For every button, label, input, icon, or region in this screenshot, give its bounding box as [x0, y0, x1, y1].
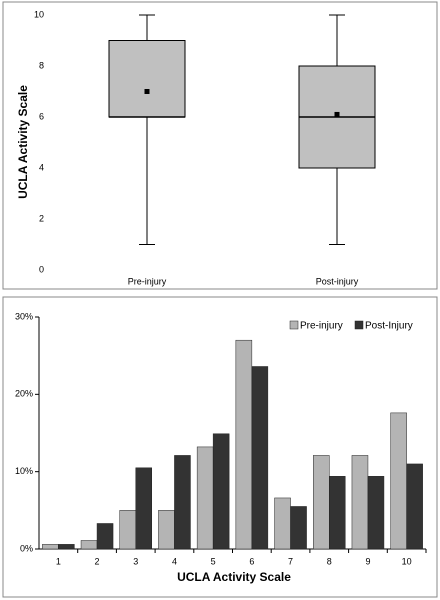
bar: [196, 446, 214, 550]
panel-border: [2, 1, 438, 290]
x-tick-label: 8: [327, 556, 332, 566]
bar: [351, 455, 369, 550]
x-tick-label: Pre-injury: [128, 276, 167, 286]
x-tick-label: 7: [288, 556, 293, 566]
x-tick-label: 5: [211, 556, 216, 566]
y-tick-label: 10%: [15, 466, 33, 476]
y-tick-label: 0: [39, 264, 44, 274]
y-tick-label: 4: [39, 162, 44, 172]
x-tick-label: 6: [249, 556, 254, 566]
bar: [80, 540, 98, 550]
bar: [135, 467, 152, 550]
bar: [174, 455, 191, 550]
x-tick-label: 10: [402, 556, 412, 566]
bar: [290, 506, 307, 550]
bar: [96, 523, 114, 550]
bar: [390, 412, 407, 550]
x-tick-label: 2: [95, 556, 100, 566]
y-tick-label: 10: [34, 9, 44, 19]
x-tick-label: 3: [133, 556, 138, 566]
x-tick-label: 1: [56, 556, 61, 566]
y-tick-label: 2: [39, 213, 44, 223]
legend-label: Pre-injury: [300, 321, 343, 332]
y-tick-label: 0%: [20, 543, 33, 553]
bar: [158, 510, 175, 550]
legend-swatch: [289, 320, 299, 330]
legend-swatch: [354, 320, 364, 330]
mean-marker: [144, 89, 150, 94]
bar: [406, 463, 423, 550]
legend-label: Post-Injury: [365, 321, 413, 332]
bar: [367, 476, 385, 550]
bar: [212, 433, 230, 550]
x-axis-title: UCLA Activity Scale: [177, 570, 291, 584]
x-tick-label: 9: [365, 556, 370, 566]
bar: [251, 366, 269, 550]
y-tick-label: 8: [39, 60, 44, 70]
bar: [119, 510, 136, 550]
bar: [235, 339, 253, 550]
box: [108, 40, 186, 118]
y-tick-label: 6: [39, 111, 44, 121]
bar: [329, 476, 346, 550]
y-tick-label: 20%: [15, 389, 33, 399]
bar: [274, 497, 291, 550]
x-tick-label: Post-injury: [316, 276, 359, 286]
mean-marker: [334, 111, 340, 117]
bar: [313, 455, 330, 550]
y-tick-label: 30%: [15, 311, 33, 321]
bar: [58, 544, 75, 550]
panel-border: [2, 296, 438, 598]
y-axis-title: UCLA Activity Scale: [16, 85, 30, 199]
bar: [42, 544, 59, 550]
x-tick-label: 4: [172, 556, 177, 566]
